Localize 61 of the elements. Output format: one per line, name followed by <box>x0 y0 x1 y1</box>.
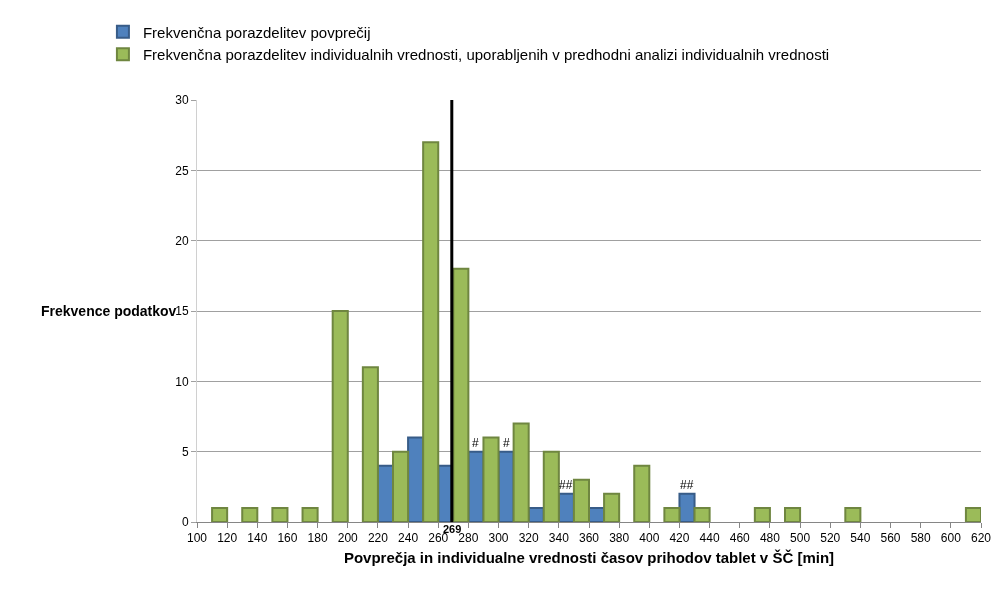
bar <box>331 310 349 522</box>
x-tick-label: 120 <box>217 531 238 546</box>
x-tick-label: 460 <box>729 531 751 546</box>
y-tick-label: 25 <box>175 163 189 178</box>
y-tick-label: 10 <box>175 374 189 389</box>
x-tick-label: 360 <box>578 531 600 546</box>
bar <box>512 422 530 522</box>
x-tick-label: 440 <box>699 531 720 546</box>
x-tick-label: 520 <box>820 531 841 546</box>
bar <box>422 141 440 522</box>
x-tick-label: 300 <box>488 531 509 546</box>
bar <box>482 436 500 522</box>
bar <box>452 267 470 522</box>
y-tick-label: 20 <box>175 233 189 248</box>
bar <box>753 506 771 522</box>
x-tick-label: 320 <box>518 531 540 546</box>
y-tick-label: 5 <box>181 444 189 459</box>
x-tick-label: 400 <box>639 531 660 546</box>
x-tick-label: 620 <box>970 531 992 546</box>
bar <box>241 506 259 522</box>
x-tick-label: 100 <box>186 531 208 546</box>
bar <box>678 492 696 522</box>
x-tick-label: 140 <box>247 531 268 546</box>
bar <box>361 366 379 522</box>
bar <box>271 506 289 522</box>
x-tick-label: 160 <box>277 531 298 546</box>
y-axis-title: Frekvence podatkov <box>41 303 177 319</box>
legend-label: Frekvenčna porazdelitev individualnih vrednosti, uporabljenih v predhodni analizi individualnih vrednosti <box>142 46 830 64</box>
bar <box>572 478 590 522</box>
x-tick-label: 200 <box>337 531 359 546</box>
x-tick-label: 600 <box>940 531 962 546</box>
y-tick-label: 15 <box>175 304 189 319</box>
x-tick-label: 340 <box>548 531 570 546</box>
bar <box>964 506 981 522</box>
bar <box>784 506 802 522</box>
x-axis-title: Povprečja in individualne vrednosti časov prihodov tablet v ŠČ [min] <box>343 549 835 567</box>
x-tick-label: 220 <box>367 531 389 546</box>
bar <box>301 506 319 522</box>
x-tick-label: 240 <box>398 531 419 546</box>
bar <box>392 450 410 522</box>
bar <box>844 506 862 522</box>
bar <box>633 464 651 522</box>
x-tick-label: 560 <box>880 531 901 546</box>
x-tick-label: 580 <box>910 531 932 546</box>
bar <box>542 450 560 522</box>
y-tick-label: 30 <box>175 93 189 108</box>
x-tick-label: 380 <box>609 531 630 546</box>
bar <box>211 506 229 522</box>
annotation: # <box>472 436 479 450</box>
x-tick-label: 540 <box>850 531 871 546</box>
bar <box>603 492 621 522</box>
bar <box>693 506 711 522</box>
x-tick-label: 180 <box>307 531 328 546</box>
x-tick-label: 420 <box>669 531 690 546</box>
annotation: # <box>503 436 510 450</box>
x-tick-label: 480 <box>759 531 781 546</box>
bar <box>663 506 681 522</box>
y-tick-label: 0 <box>181 515 189 530</box>
legend-label: Frekvenčna porazdelitev povprečij <box>142 23 371 41</box>
annotation: ## <box>680 478 694 492</box>
x-tick-label: 500 <box>790 531 811 546</box>
